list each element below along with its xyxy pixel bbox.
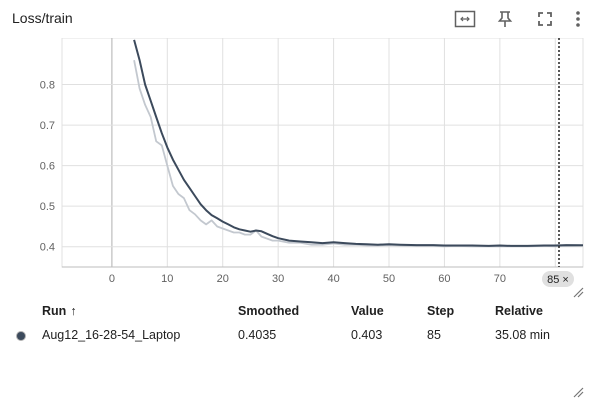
step-column-header[interactable]: Step — [427, 304, 455, 318]
run-data-table: Run ↑ Smoothed Value Step Relative Aug12_… — [0, 300, 601, 348]
run-color-swatch — [16, 331, 26, 341]
chart-title: Loss/train — [12, 10, 73, 26]
value-column-header[interactable]: Value — [351, 304, 384, 318]
more-options-button[interactable] — [565, 6, 591, 32]
smoothed-value-cell: 0.4035 — [238, 328, 277, 342]
pin-button[interactable] — [485, 6, 525, 32]
chart-grid — [61, 38, 584, 268]
step-cell: 85 — [427, 328, 441, 342]
fit-domain-button[interactable] — [445, 6, 485, 32]
run-header-label: Run — [42, 304, 67, 318]
plot-frame — [61, 38, 584, 268]
y-tick-label: 0.5 — [40, 201, 55, 213]
smoothed-series-line — [133, 39, 583, 247]
chart-axes: 010203040506070800.40.50.60.70.8 — [40, 80, 562, 285]
x-tick-label: 50 — [383, 273, 395, 285]
card-resize-icon[interactable] — [572, 386, 584, 398]
step-cursor[interactable]: 85 × — [542, 38, 574, 287]
x-tick-label: 30 — [272, 273, 284, 285]
run-name-cell: Aug12_16-28-54_Laptop — [42, 328, 181, 342]
run-column-header[interactable]: Run ↑ — [42, 304, 77, 318]
value-cell: 0.403 — [351, 328, 383, 342]
relative-time-cell: 35.08 min — [495, 328, 550, 342]
y-tick-label: 0.6 — [40, 161, 55, 173]
chart-toolbar — [445, 6, 591, 32]
x-tick-label: 10 — [161, 273, 173, 285]
x-tick-label: 0 — [109, 273, 115, 285]
chart-resize-icon[interactable] — [572, 286, 584, 298]
table-row: Aug12_16-28-54_Laptop 0.4035 0.403 85 35… — [0, 324, 601, 348]
y-tick-label: 0.8 — [40, 80, 55, 92]
loss-line-chart[interactable]: 010203040506070800.40.50.60.70.8 85 × — [0, 38, 601, 300]
step-cursor-label: 85 × — [547, 274, 569, 286]
step-cursor-chip[interactable] — [542, 271, 574, 287]
y-tick-label: 0.7 — [40, 120, 55, 132]
more-vert-icon — [576, 11, 580, 27]
raw-series-line — [133, 60, 583, 248]
chart-series-layer — [133, 39, 583, 248]
smoothed-column-header[interactable]: Smoothed — [238, 304, 300, 318]
relative-column-header[interactable]: Relative — [495, 304, 543, 318]
y-tick-label: 0.4 — [40, 242, 55, 254]
fullscreen-button[interactable] — [525, 6, 565, 32]
fullscreen-icon — [538, 12, 552, 26]
x-tick-label: 20 — [217, 273, 229, 285]
sort-ascending-icon: ↑ — [70, 304, 77, 318]
x-tick-label: 40 — [327, 273, 339, 285]
x-tick-label: 70 — [494, 273, 506, 285]
table-header: Run ↑ Smoothed Value Step Relative — [0, 300, 601, 324]
pin-icon — [497, 11, 513, 27]
x-tick-label: 60 — [438, 273, 450, 285]
fit-domain-icon — [454, 10, 476, 28]
